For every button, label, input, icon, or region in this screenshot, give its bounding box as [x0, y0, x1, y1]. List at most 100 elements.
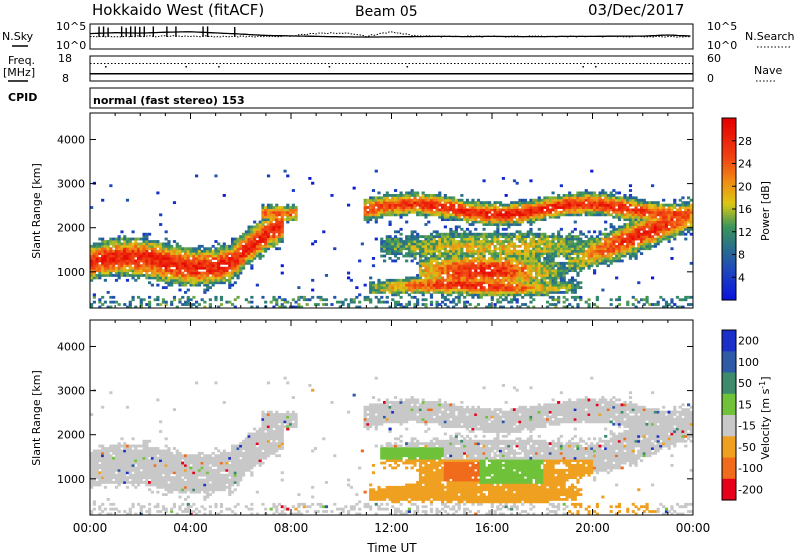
power-cell [242, 267, 245, 270]
power-colorbar-label: 24 [738, 158, 752, 171]
power-cell [458, 199, 461, 202]
power-cell [529, 240, 532, 243]
power-cell [560, 213, 563, 216]
power-cell [259, 223, 262, 226]
power-cell [549, 196, 552, 199]
power-cell [502, 240, 505, 243]
power-cell [383, 301, 386, 304]
power-cell [444, 213, 447, 216]
power-cell [386, 279, 389, 282]
power-cell [372, 213, 375, 216]
power-cell [115, 238, 118, 241]
power-cell [629, 209, 632, 212]
power-cell [126, 240, 129, 243]
power-cell [93, 277, 96, 280]
power-cell [455, 267, 458, 270]
power-cell [546, 250, 549, 253]
power-cell [552, 296, 555, 299]
power-cell [576, 250, 579, 253]
power-cell [565, 204, 568, 207]
power-cell [546, 267, 549, 270]
velocity-cell [98, 471, 101, 474]
power-cell [477, 213, 480, 216]
power-cell [621, 213, 624, 216]
power-cell [413, 296, 416, 299]
power-cell [621, 240, 624, 243]
power-cell [483, 204, 486, 207]
power-cell [488, 233, 491, 236]
power-cell [483, 267, 486, 270]
power-cell [460, 194, 463, 197]
power-cell [214, 262, 217, 265]
power-cell [413, 303, 416, 306]
power-cell [604, 194, 607, 197]
power-cell [201, 245, 204, 248]
power-cell [513, 277, 516, 280]
power-cell [505, 194, 508, 197]
power-cell [369, 286, 372, 289]
power-cell [132, 277, 135, 280]
power-cell [430, 250, 433, 253]
power-heatmap [90, 170, 696, 309]
power-cell [513, 250, 516, 253]
power-cell [441, 196, 444, 199]
power-cell [516, 223, 519, 226]
power-cell [510, 286, 513, 289]
power-cell [198, 267, 201, 270]
power-cell [109, 184, 112, 187]
power-cell [516, 230, 519, 233]
power-cell [422, 235, 425, 238]
power-cell [380, 281, 383, 284]
power-cell [270, 213, 273, 216]
power-cell [538, 240, 541, 243]
power-cell [350, 279, 353, 282]
power-cell [231, 267, 234, 270]
power-cell [643, 298, 646, 301]
power-cell [292, 189, 295, 192]
power-cell [518, 245, 521, 248]
power-cell [184, 260, 187, 263]
power-cell [190, 267, 193, 270]
power-cell [687, 196, 690, 199]
velocity-cell [98, 484, 101, 487]
power-cell [430, 233, 433, 236]
power-cell [458, 233, 461, 236]
power-cell [112, 240, 115, 243]
power-cell [96, 274, 99, 277]
power-cell [386, 235, 389, 238]
power-cell [436, 213, 439, 216]
power-cell [463, 301, 466, 304]
power-cell [234, 298, 237, 301]
power-cell [552, 196, 555, 199]
power-cell [560, 286, 563, 289]
power-cell [480, 267, 483, 270]
power-cell [364, 296, 367, 299]
power-cell [297, 303, 300, 306]
velocity-heatmap [90, 377, 696, 516]
power-cell [386, 213, 389, 216]
power-cell [214, 277, 217, 280]
power-cell [292, 204, 295, 207]
power-cell [441, 240, 444, 243]
power-cell [568, 260, 571, 263]
power-cell [424, 277, 427, 280]
freq-dot [329, 66, 331, 68]
nave-label: Nave [754, 64, 782, 77]
power-cell [134, 260, 137, 263]
power-cell [187, 267, 190, 270]
power-cell [436, 194, 439, 197]
power-cell [604, 204, 607, 207]
power-cell [206, 267, 209, 270]
power-cell [284, 298, 287, 301]
power-colorbar-swatch [722, 181, 736, 184]
power-cell [386, 296, 389, 299]
power-cell [483, 260, 486, 263]
power-cell [549, 303, 552, 306]
power-cell [377, 192, 380, 195]
power-cell [474, 250, 477, 253]
power-cell [101, 303, 104, 306]
power-cell [524, 199, 527, 202]
power-cell [447, 240, 450, 243]
power-cell [123, 240, 126, 243]
power-cell [510, 240, 513, 243]
